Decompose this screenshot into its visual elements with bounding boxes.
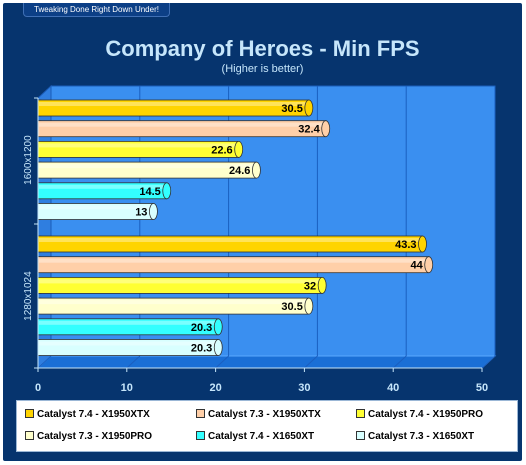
bar-highlight <box>39 279 322 284</box>
bar-highlight <box>39 184 166 189</box>
y-category-label: 1280x1024 <box>23 271 34 321</box>
bar-value-label: 14.5 <box>139 186 160 198</box>
bar-cap <box>304 99 314 117</box>
bar-highlight <box>39 143 238 148</box>
bar-cap <box>213 318 223 336</box>
legend-label: Catalyst 7.4 - X1650XT <box>208 431 315 442</box>
bar-highlight <box>39 122 325 127</box>
chart-legend: Catalyst 7.4 - X1950XTX Catalyst 7.3 - X… <box>16 400 518 452</box>
bar-cap <box>424 256 434 274</box>
bar-highlight <box>39 300 308 305</box>
y-category-label: 1600x1200 <box>23 135 34 185</box>
floor-gridline <box>215 355 229 369</box>
legend-label: Catalyst 7.4 - X1950PRO <box>368 409 484 420</box>
legend-item: Catalyst 7.3 - X1950XTX <box>196 408 321 421</box>
bar-value-label: 13 <box>135 207 147 219</box>
x-tick-label: 10 <box>121 382 133 394</box>
bar-cap <box>304 297 314 315</box>
bar-highlight <box>39 164 256 169</box>
bar-highlight <box>39 320 218 325</box>
bar-cap <box>234 140 244 158</box>
bar-cap <box>321 120 331 138</box>
bar-value-label: 24.6 <box>229 165 250 177</box>
bar-cap <box>418 235 427 253</box>
bar-cap <box>213 339 223 356</box>
floor-gridline <box>392 355 407 369</box>
bar-highlight <box>39 102 308 106</box>
legend-item: Catalyst 7.4 - X1650XT <box>196 430 314 443</box>
legend-label: Catalyst 7.4 - X1950XTX <box>37 409 150 420</box>
floor-gridline <box>481 355 496 369</box>
legend-item: Catalyst 7.3 - X1950PRO <box>25 430 152 443</box>
bar-value-label: 30.5 <box>281 103 302 115</box>
x-tick-label: 30 <box>298 382 310 394</box>
bar-value-label: 43.3 <box>395 239 416 251</box>
legend-swatch <box>196 408 205 418</box>
legend-item: Catalyst 7.4 - X1950XTX <box>25 408 150 421</box>
legend-item: Catalyst 7.3 - X1650XT <box>356 430 474 443</box>
bar-value-label: 20.3 <box>191 322 212 334</box>
legend-swatch <box>25 430 34 440</box>
legend-label: Catalyst 7.3 - X1650XT <box>368 431 475 442</box>
bar-value-label: 30.5 <box>281 301 302 313</box>
bar-highlight <box>39 341 218 346</box>
legend-swatch <box>356 430 365 440</box>
bar-highlight <box>39 238 422 242</box>
bar-value-label: 32.4 <box>298 124 320 136</box>
floor-gridline <box>37 355 52 369</box>
legend-swatch <box>25 408 34 418</box>
bar-cap <box>252 161 261 179</box>
bar-cap <box>162 182 172 200</box>
legend-swatch <box>356 408 365 418</box>
bar-highlight <box>39 258 428 263</box>
chart-subtitle: (Higher is better) <box>221 63 304 75</box>
x-tick-label: 20 <box>209 382 221 394</box>
legend-item: Catalyst 7.4 - X1950PRO <box>356 408 483 421</box>
bar-value-label: 44 <box>410 260 423 272</box>
x-tick-label: 0 <box>35 382 41 394</box>
floor-gridline <box>304 355 318 369</box>
x-tick-label: 50 <box>476 382 488 394</box>
legend-label: Catalyst 7.3 - X1950XTX <box>208 409 321 420</box>
chart-title: Company of Heroes - Min FPS <box>105 36 420 61</box>
plot-floor <box>36 355 497 369</box>
legend-label: Catalyst 7.3 - X1950PRO <box>37 431 153 442</box>
bar-value-label: 20.3 <box>191 343 212 355</box>
bar-cap <box>149 203 158 220</box>
floor-gridline <box>126 355 141 369</box>
bar-highlight <box>39 205 153 210</box>
bar-value-label: 22.6 <box>211 144 232 156</box>
x-tick-label: 40 <box>387 382 399 394</box>
legend-swatch <box>196 430 205 440</box>
site-tagline: Tweaking Done Right Down Under! <box>23 3 170 17</box>
bar-value-label: 32 <box>304 280 316 292</box>
bar-cap <box>317 276 327 294</box>
